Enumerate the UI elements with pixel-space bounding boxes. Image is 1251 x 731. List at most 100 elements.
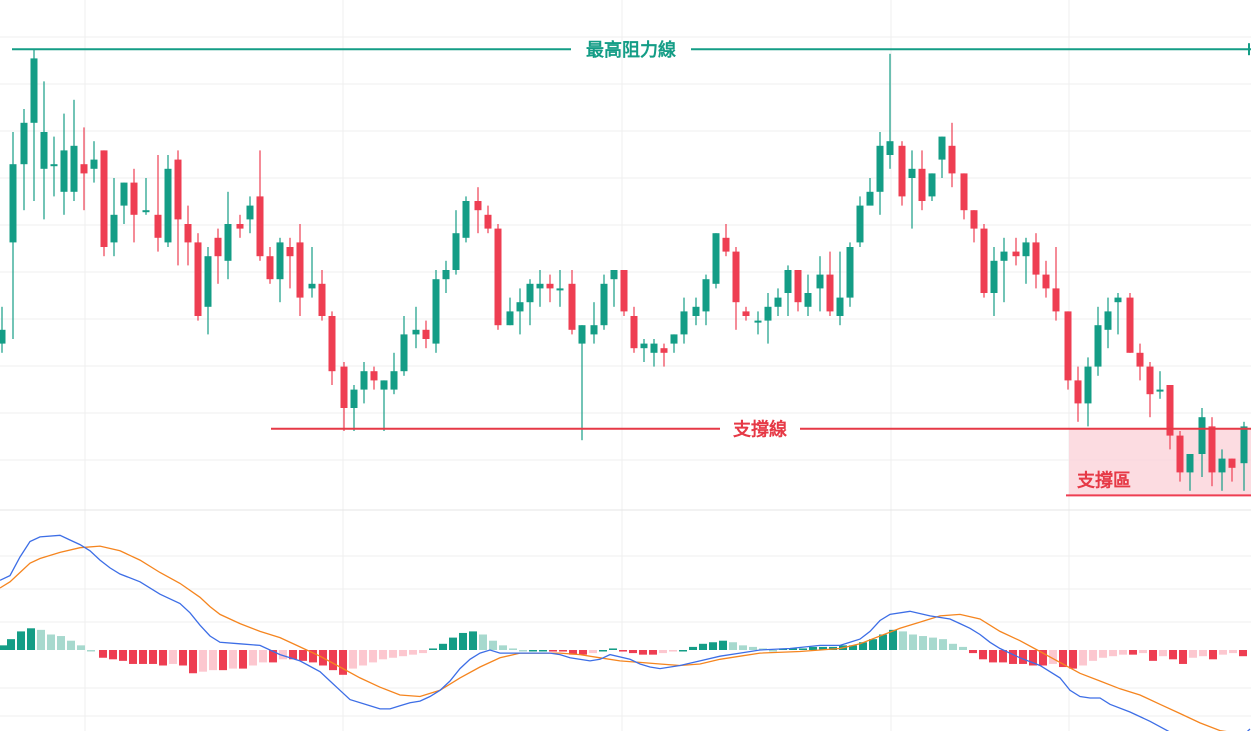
candle (948, 122, 956, 188)
macd-dif-line (0, 534, 1251, 731)
candle-body (20, 122, 28, 165)
candle (754, 311, 762, 335)
candle (308, 247, 316, 298)
candle (1104, 297, 1112, 349)
macd-histogram-bar (0, 645, 7, 650)
candle (866, 178, 874, 206)
candle (650, 339, 658, 367)
candle-body (224, 224, 232, 261)
macd-histogram-bar (1149, 650, 1157, 661)
candle-body (1146, 366, 1154, 395)
macd-histogram-bar (119, 650, 127, 661)
candle-body (1126, 297, 1134, 353)
candle (1240, 421, 1248, 491)
candle (422, 320, 430, 349)
candle (204, 247, 212, 335)
candle-body (692, 306, 700, 316)
candle (484, 205, 492, 234)
candle (1094, 306, 1102, 376)
macd-histogram-bar (739, 645, 747, 650)
candle (296, 224, 304, 316)
candle (390, 352, 398, 395)
candle (876, 132, 884, 215)
candle-body (970, 210, 978, 229)
macd-histogram-bar (1159, 650, 1167, 657)
macd-histogram-bar (789, 648, 797, 650)
candle (1176, 431, 1184, 482)
macd-histogram-bar (569, 650, 577, 655)
candle (340, 362, 348, 431)
candle-body (536, 283, 544, 289)
macd-histogram-bar (479, 634, 487, 650)
candle (578, 325, 586, 441)
candle (474, 187, 482, 234)
candle-body (948, 145, 956, 174)
macd-histogram-bar (949, 643, 957, 650)
candle (9, 132, 17, 339)
macd-histogram-bar (299, 650, 307, 661)
macd-histogram-bar (619, 650, 627, 652)
macd-histogram-bar (179, 650, 187, 666)
candle-body (164, 168, 172, 243)
macd-histogram-bar (37, 629, 45, 650)
candle (846, 242, 854, 307)
candle (886, 53, 894, 169)
candle-body (390, 371, 398, 390)
macd-histogram-bar (539, 650, 547, 652)
candle (20, 109, 28, 211)
candle-body (866, 191, 874, 206)
candle (1186, 454, 1194, 491)
candle-body (1022, 242, 1030, 257)
support-line-label: 支撐線 (732, 419, 787, 441)
candle-body (308, 283, 316, 289)
macd-histogram-bar (279, 650, 287, 660)
macd-histogram-bar (919, 636, 927, 650)
candle-body (600, 283, 608, 326)
candle-body (400, 334, 408, 372)
macd-histogram-bar (1019, 650, 1027, 664)
candle-body (142, 210, 150, 213)
candle-body (1012, 251, 1020, 257)
candle-body (826, 274, 834, 312)
candle-body (630, 316, 638, 349)
macd-histogram-bar (609, 648, 617, 650)
macd-histogram-bar (849, 645, 857, 650)
candle (80, 127, 88, 211)
candle (1114, 293, 1122, 335)
candle (246, 196, 254, 234)
candle (680, 297, 688, 344)
macd-histogram-bar (249, 650, 257, 666)
candle-body (1208, 426, 1216, 473)
candle-body (928, 173, 936, 197)
candle (370, 366, 378, 390)
macd-histogram-bar (549, 650, 557, 652)
candle (174, 150, 182, 266)
candle-body (194, 242, 202, 316)
candle (630, 306, 638, 353)
macd-histogram-bar (939, 639, 947, 650)
macd-histogram-bar (1029, 650, 1037, 666)
macd-histogram-bar (159, 650, 167, 666)
macd-histogram-bar (1119, 650, 1127, 655)
macd-histogram-bar (269, 650, 277, 663)
candle (836, 251, 844, 326)
macd-histogram-bar (979, 650, 987, 660)
candle (692, 297, 700, 326)
macd-histogram-bar (399, 650, 407, 657)
macd-histogram-bar (349, 650, 357, 669)
candle-body (568, 283, 576, 330)
macd-histogram-bar (1099, 650, 1107, 658)
candle-body (484, 214, 492, 229)
macd-histogram-bar (659, 650, 667, 654)
candle-body (204, 256, 212, 307)
candle (1032, 233, 1040, 289)
macd-histogram-bar (469, 631, 477, 650)
candle-body (742, 311, 750, 316)
candle (826, 251, 834, 316)
macd-histogram-bar (869, 639, 877, 650)
candle-body (702, 279, 710, 312)
macd-histogram-bar (1059, 650, 1067, 668)
macd-histogram-bar (209, 650, 217, 671)
